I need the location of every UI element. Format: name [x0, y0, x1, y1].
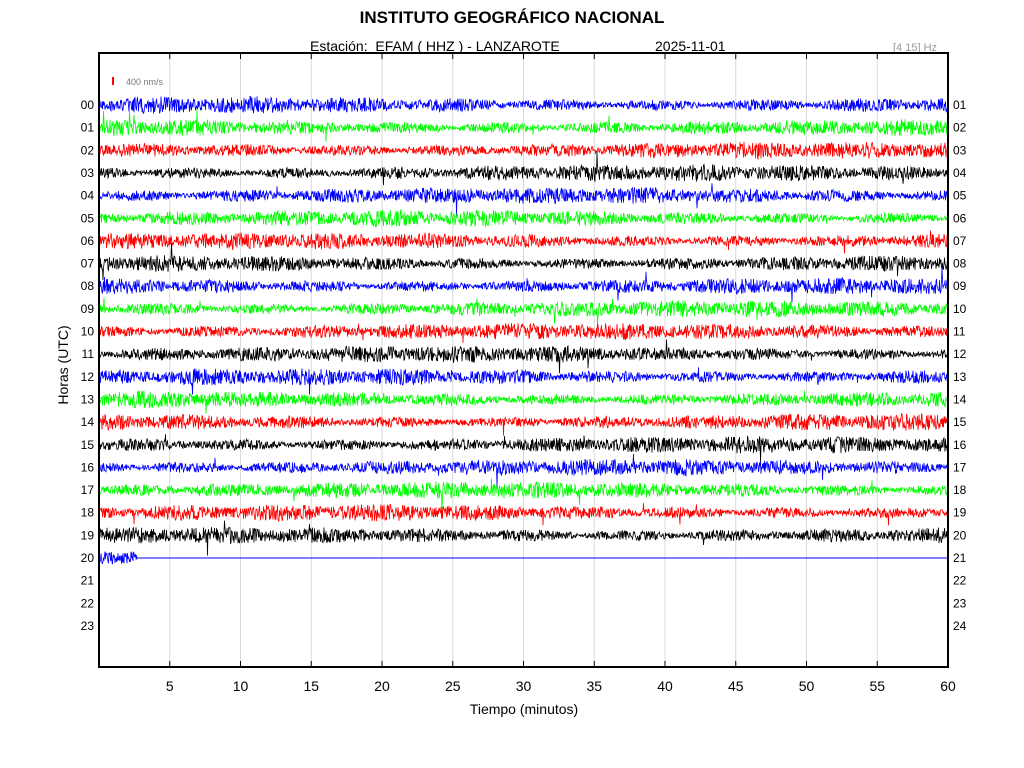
hour-label-left: 14: [81, 415, 95, 429]
trace-hour-18: [99, 503, 949, 526]
hour-label-left: 21: [81, 574, 95, 588]
hour-label-left: 11: [82, 347, 95, 361]
hour-label-left: 15: [81, 438, 95, 452]
trace-hour-03: [99, 151, 949, 186]
hour-label-right: 03: [953, 143, 967, 157]
trace-hour-16: [99, 453, 949, 489]
trace-hour-11: [99, 339, 949, 374]
hour-label-left: 03: [81, 166, 95, 180]
hour-label-right: 19: [953, 506, 967, 520]
scale-label: 400 nm/s: [126, 77, 164, 87]
hour-label-right: 10: [953, 302, 967, 316]
x-tick-label: 25: [445, 678, 461, 694]
hour-label-left: 18: [81, 506, 95, 520]
x-tick-label: 15: [303, 678, 319, 694]
left-hour-labels: 00 01 02 03 04 05 06 07 08 09 10 11 12 13 14 15 16 17 18 19…: [81, 98, 95, 633]
trace-hour-13: [99, 390, 949, 414]
trace-hour-20: [99, 551, 138, 565]
trace-hour-14: [99, 412, 949, 436]
x-tick-label: 10: [233, 678, 249, 694]
hour-label-right: 13: [953, 370, 967, 384]
hour-label-left: 02: [81, 143, 95, 157]
trace-hour-08: [99, 266, 949, 303]
hour-label-left: 17: [81, 483, 95, 497]
hour-label-right: 23: [953, 596, 967, 610]
scale-bar: [112, 77, 114, 85]
hour-label-right: 09: [953, 279, 967, 293]
hour-label-right: 14: [953, 392, 967, 406]
hour-label-left: 12: [81, 370, 95, 384]
date-label: 2025-11-01: [655, 38, 726, 54]
x-tick-label: 40: [657, 678, 673, 694]
chart-title: INSTITUTO GEOGRÁFICO NACIONAL: [359, 8, 665, 27]
hour-label-left: 13: [81, 392, 95, 406]
hour-label-right: 02: [953, 121, 967, 135]
hour-label-right: 11: [953, 325, 966, 339]
right-hour-labels: 01 02 03 04 05 06 07 08 09 10 11 12 13 14 15 16 17 18 19 20…: [953, 98, 967, 633]
trace-hour-04: [99, 183, 949, 217]
hour-label-right: 04: [953, 166, 967, 180]
x-tick-label: 30: [516, 678, 532, 694]
trace-hour-01: [99, 108, 949, 142]
trace-hour-19: [99, 520, 949, 556]
x-tick-label: 55: [869, 678, 885, 694]
trace-hour-15: [99, 434, 949, 463]
x-tick-label: 35: [586, 678, 602, 694]
trace-hour-02: [99, 141, 949, 161]
x-tick-label: 20: [374, 678, 390, 694]
x-tick-label: 5: [166, 678, 174, 694]
hour-label-right: 18: [953, 483, 967, 497]
hour-label-right: 06: [953, 211, 967, 225]
hour-label-right: 15: [953, 415, 967, 429]
x-tick-label: 60: [940, 678, 956, 694]
trace-hour-00: [99, 95, 949, 115]
y-axis-label: Horas (UTC): [55, 325, 71, 404]
hour-label-left: 23: [81, 619, 95, 633]
hour-label-right: 08: [953, 257, 967, 271]
hour-label-right: 01: [953, 98, 967, 112]
station-label: Estación: EFAM ( HHZ ) - LANZAROTE: [310, 38, 560, 54]
hour-label-right: 20: [953, 528, 967, 542]
x-axis-label: Tiempo (minutos): [470, 701, 578, 717]
hour-label-right: 16: [953, 438, 967, 452]
hour-label-left: 01: [81, 121, 95, 135]
hour-label-left: 07: [81, 257, 95, 271]
hour-label-left: 16: [81, 460, 95, 474]
hour-label-right: 24: [953, 619, 967, 633]
hour-label-left: 00: [81, 98, 95, 112]
trace-hour-17: [99, 478, 949, 512]
hour-label-left: 20: [81, 551, 95, 565]
frequency-band-label: [4 15] Hz: [893, 42, 938, 54]
trace-hour-10: [99, 322, 949, 343]
hour-label-right: 07: [953, 234, 967, 248]
trace-hour-07: [99, 243, 949, 281]
hour-label-left: 08: [81, 279, 95, 293]
seismic-traces: [99, 95, 949, 565]
grid-lines: [169, 53, 878, 667]
hour-label-right: 05: [953, 189, 967, 203]
hour-label-left: 10: [81, 325, 95, 339]
x-tick-label: 50: [799, 678, 815, 694]
hour-label-right: 17: [953, 460, 967, 474]
hour-label-left: 09: [81, 302, 95, 316]
x-tick-label: 45: [728, 678, 744, 694]
trace-hour-09: [99, 298, 949, 326]
hour-label-left: 22: [81, 596, 95, 610]
hour-label-left: 06: [81, 234, 95, 248]
trace-hour-12: [99, 367, 949, 395]
trace-hour-06: [99, 230, 949, 254]
hour-label-right: 12: [953, 347, 967, 361]
hour-label-left: 19: [81, 528, 95, 542]
hour-label-right: 21: [953, 551, 967, 565]
x-axis-ticks: 5 10 15 20 25 30 35 40 45 50 55 60: [166, 53, 956, 694]
hour-label-right: 22: [953, 574, 967, 588]
trace-hour-05: [99, 209, 949, 228]
scale-marker: 400 nm/s: [112, 77, 164, 87]
hour-label-left: 04: [81, 189, 95, 203]
hour-label-left: 05: [81, 211, 95, 225]
